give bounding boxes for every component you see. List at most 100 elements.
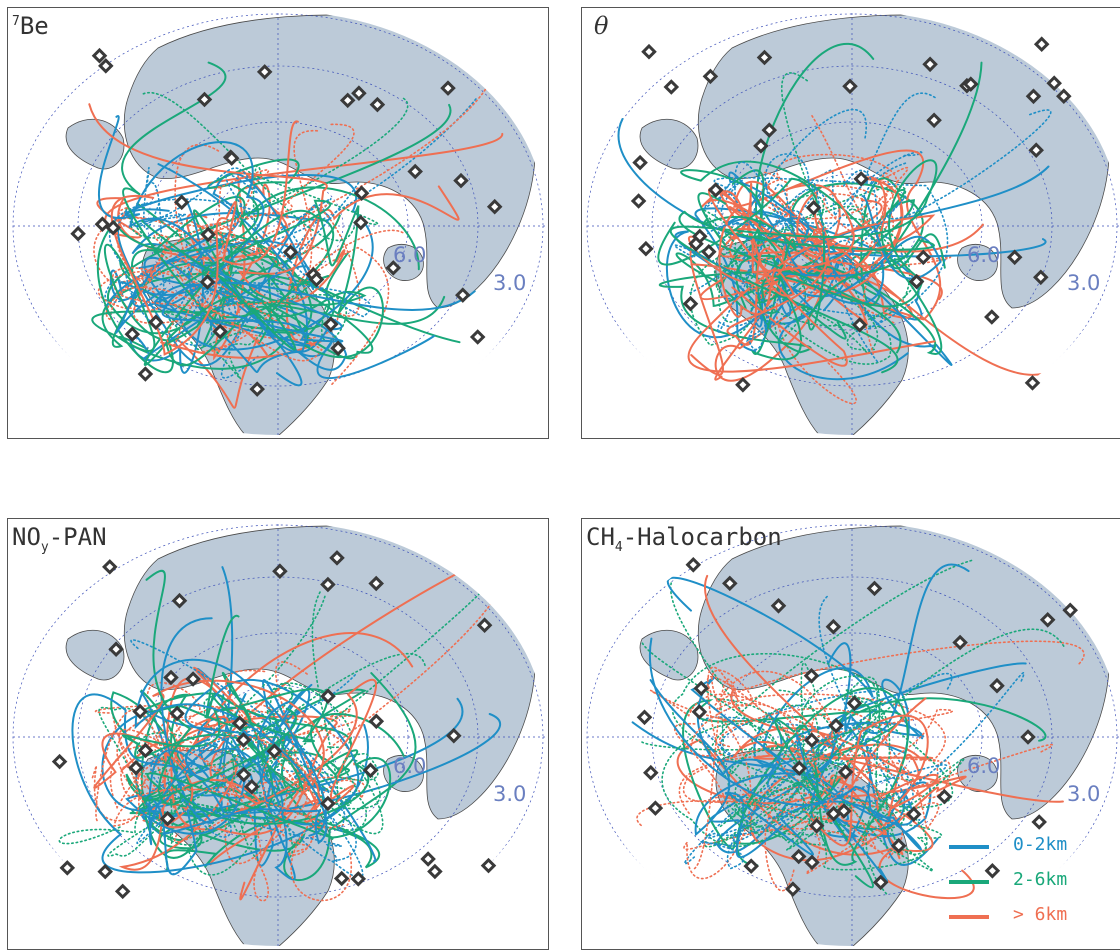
sample-marker (102, 559, 118, 575)
trajectory-line (676, 738, 975, 900)
sample-marker (791, 760, 808, 776)
sample-marker (440, 80, 456, 96)
sample-marker (1033, 36, 1050, 52)
sample-marker (1046, 75, 1062, 91)
latitude-label-60: 6.0 (967, 243, 1000, 267)
sample-marker (171, 592, 188, 609)
sample-marker (330, 340, 346, 357)
sample-marker (936, 788, 953, 805)
sample-marker (185, 671, 201, 687)
sample-marker (350, 871, 367, 887)
sample-marker (137, 366, 154, 382)
sample-marker (647, 800, 664, 816)
sample-marker (808, 818, 825, 834)
trajectory-line (716, 169, 878, 334)
sample-marker (866, 580, 883, 597)
sample-marker (244, 778, 260, 795)
trajectory-line (736, 687, 909, 889)
sample-marker (173, 194, 190, 211)
trajectory-line (658, 160, 943, 355)
trajectory-line (166, 169, 390, 385)
sample-marker (362, 762, 379, 779)
map-panel-be7: 6.0 3.0 7Be (7, 7, 549, 439)
sample-marker (952, 634, 968, 651)
sample-marker (922, 56, 938, 73)
sample-marker (691, 704, 708, 720)
sample-marker (804, 854, 820, 871)
sample-marker (368, 713, 385, 730)
trajectory-line (158, 678, 378, 901)
sample-marker (486, 198, 503, 215)
sample-marker (128, 759, 144, 776)
trajectory-line (718, 698, 927, 829)
sample-marker (272, 563, 288, 579)
trajectory-map-ch4-halocarbon: 6.0 3.0 (584, 522, 1120, 946)
trajectory-line (631, 721, 925, 778)
sample-marker (124, 326, 141, 342)
sample-marker (963, 76, 979, 92)
sample-marker (427, 863, 443, 880)
panel-title-noy-pan: NOy-PAN (12, 523, 107, 555)
legend-label-high: > 6km (1013, 904, 1068, 925)
trajectory-line (687, 190, 936, 373)
sample-marker (825, 805, 842, 822)
sample-marker (828, 717, 844, 734)
sample-marker (722, 575, 738, 592)
sample-marker (915, 249, 932, 266)
trajectory-line (91, 186, 420, 352)
sample-marker (790, 848, 807, 865)
sample-marker (984, 309, 1000, 325)
trajectory-line (678, 640, 1085, 817)
sample-marker (266, 743, 283, 759)
sample-marker (453, 172, 469, 189)
sample-marker (906, 806, 922, 822)
sample-marker (446, 727, 462, 744)
sample-marker (420, 851, 436, 867)
trajectory-line (762, 167, 909, 405)
trajectory-line (708, 187, 855, 367)
sample-marker (256, 64, 273, 80)
latitude-label-30: 3.0 (493, 271, 526, 295)
sample-marker (1056, 88, 1072, 104)
sample-marker (169, 705, 185, 722)
sample-marker (320, 795, 336, 812)
sample-marker (163, 669, 179, 686)
trajectory-line (134, 658, 328, 845)
latitude-label-30: 3.0 (1067, 782, 1100, 806)
sample-marker (236, 766, 252, 783)
landmass (65, 119, 125, 170)
sample-marker (51, 753, 68, 770)
sample-marker (641, 43, 657, 60)
sample-marker (98, 58, 114, 74)
trajectory-line (689, 151, 923, 294)
sample-marker (1033, 269, 1049, 286)
sample-marker (282, 244, 299, 260)
sample-marker (632, 154, 648, 171)
sample-marker (890, 837, 907, 854)
trajectory-line (110, 120, 299, 356)
sample-marker (707, 182, 724, 198)
trajectory-line (107, 591, 379, 857)
trajectory-line (674, 109, 1052, 351)
sample-marker (320, 688, 336, 704)
trajectory-line (161, 281, 476, 343)
sample-marker (753, 138, 769, 154)
sample-marker (851, 317, 868, 333)
trajectory-map-theta: 6.0 3.0 (584, 11, 1120, 435)
sample-marker (825, 618, 842, 635)
sample-marker (323, 316, 339, 333)
sample-marker (333, 870, 350, 887)
sample-marker (630, 193, 647, 209)
trajectory-line (714, 227, 1071, 382)
sample-marker (212, 323, 228, 340)
sample-marker (1020, 729, 1036, 745)
sample-marker (223, 150, 240, 166)
sample-marker (693, 680, 709, 697)
legend-label-low: 0-2km (1013, 834, 1068, 855)
sample-marker (804, 732, 820, 748)
sample-marker (59, 860, 76, 876)
sample-marker (761, 122, 778, 138)
sample-marker (385, 260, 402, 276)
sample-marker (872, 874, 889, 891)
sample-marker (353, 214, 369, 231)
